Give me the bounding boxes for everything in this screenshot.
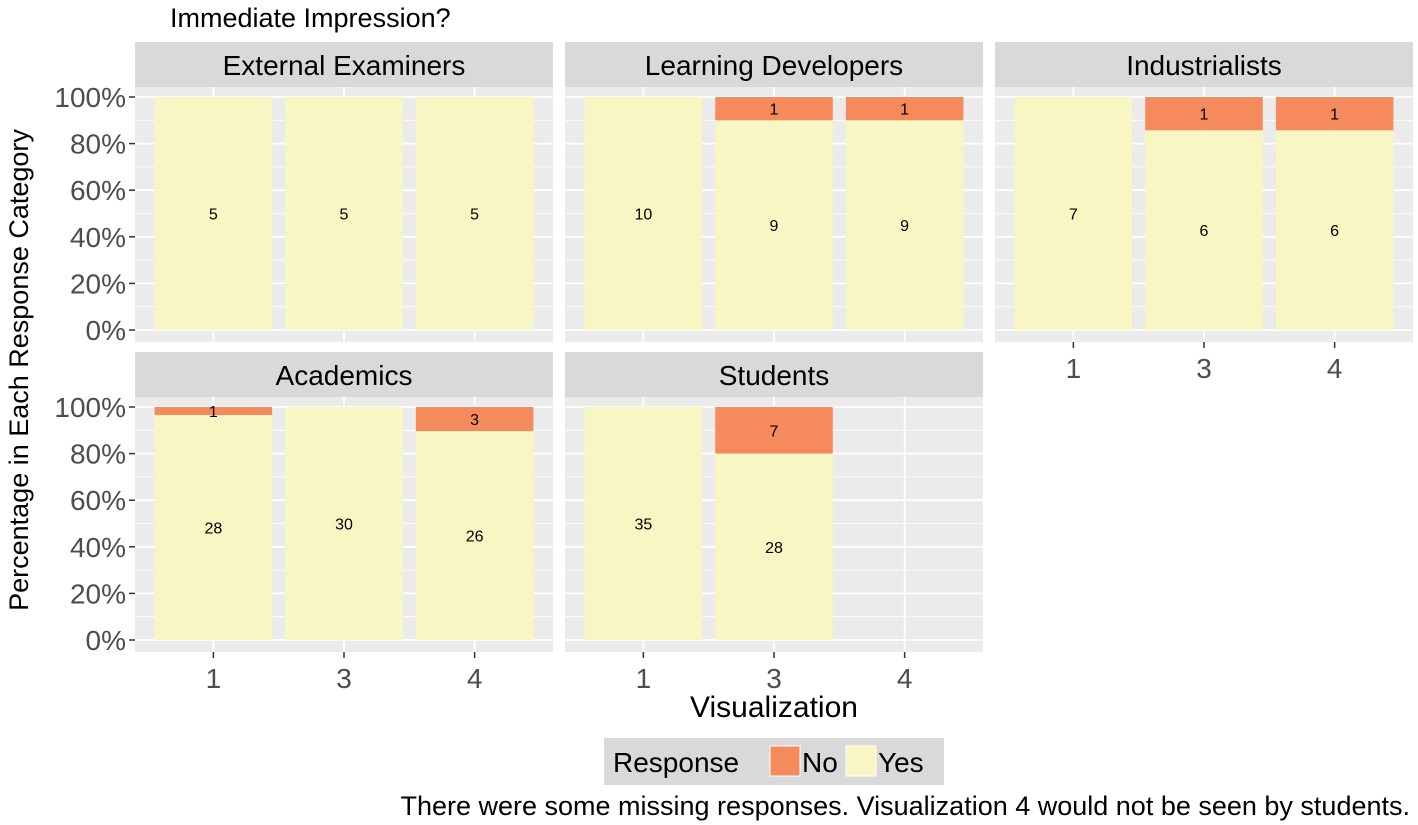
bar-label-yes: 10 bbox=[634, 207, 652, 224]
y-tick-label: 100% bbox=[54, 392, 126, 423]
strip-label: Academics bbox=[276, 360, 413, 391]
y-tick-label: 0% bbox=[86, 315, 126, 346]
y-tick-label: 0% bbox=[86, 625, 126, 656]
legend-title: Response bbox=[613, 747, 739, 778]
bar-label-no: 1 bbox=[770, 102, 779, 119]
bar-label-yes: 9 bbox=[900, 218, 909, 235]
y-tick-label: 20% bbox=[70, 268, 126, 299]
bar-yes bbox=[584, 97, 703, 330]
strip-label: Students bbox=[719, 360, 830, 391]
bar-no bbox=[1145, 97, 1263, 131]
x-tick-label: 4 bbox=[1327, 353, 1343, 384]
caption: There were some missing responses. Visua… bbox=[400, 791, 1410, 821]
bar-label-yes: 6 bbox=[1200, 223, 1209, 240]
y-tick-label: 80% bbox=[70, 129, 126, 160]
bar-label-yes: 28 bbox=[765, 540, 783, 557]
panel-learning-developers: Learning Developers 10 9 1 9 1 bbox=[565, 42, 983, 342]
bar-no bbox=[845, 97, 964, 121]
legend-label-yes: Yes bbox=[878, 747, 924, 778]
bar-yes bbox=[154, 97, 273, 330]
bar-label-no: 1 bbox=[1330, 107, 1339, 124]
strip bbox=[135, 352, 553, 397]
bar-yes bbox=[845, 120, 964, 330]
strip bbox=[565, 42, 983, 87]
legend-key-yes bbox=[845, 745, 877, 777]
bar-label-no: 1 bbox=[900, 102, 909, 119]
bar-label-yes: 5 bbox=[340, 207, 349, 224]
bar-label-yes: 5 bbox=[470, 207, 479, 224]
bar-yes bbox=[285, 407, 403, 640]
bar-no bbox=[715, 407, 833, 454]
bar-no bbox=[715, 97, 833, 121]
bar-label-yes: 30 bbox=[335, 517, 353, 534]
strip-label: Industrialists bbox=[1126, 50, 1282, 81]
strip bbox=[135, 42, 553, 87]
y-axis-label: Percentage in Each Response Category bbox=[4, 129, 34, 611]
y-tick-label: 40% bbox=[70, 222, 126, 253]
x-tick-label: 1 bbox=[206, 663, 222, 694]
bar-yes bbox=[1145, 130, 1263, 330]
bar-no bbox=[154, 407, 273, 416]
x-tick-label: 1 bbox=[636, 663, 652, 694]
strip-label: External Examiners bbox=[223, 50, 466, 81]
bar-label-yes: 28 bbox=[204, 521, 222, 538]
bar-yes bbox=[285, 97, 403, 330]
bar-label-no: 1 bbox=[209, 404, 218, 421]
y-tick-label: 40% bbox=[70, 532, 126, 563]
bar-label-no: 3 bbox=[470, 412, 479, 429]
panel-academics: Academics 0% 20% 40% 60% 80% 100% 28 1 30 26 3 1 3 4 bbox=[54, 352, 553, 694]
bar-yes bbox=[154, 415, 273, 640]
legend-label-no: No bbox=[802, 747, 838, 778]
x-tick-label: 4 bbox=[467, 663, 483, 694]
bar-yes bbox=[415, 431, 534, 640]
bar-label-yes: 9 bbox=[770, 218, 779, 235]
bar-label-yes: 35 bbox=[634, 517, 652, 534]
y-tick-label: 20% bbox=[70, 578, 126, 609]
strip bbox=[995, 42, 1413, 87]
legend-key-no bbox=[769, 745, 801, 777]
bar-yes bbox=[415, 97, 534, 330]
bar-yes bbox=[584, 407, 703, 640]
strip-label: Learning Developers bbox=[645, 50, 903, 81]
x-tick-label: 3 bbox=[1196, 353, 1212, 384]
legend: Response No Yes bbox=[604, 738, 944, 785]
bar-yes bbox=[1275, 130, 1394, 330]
y-tick-label: 60% bbox=[70, 485, 126, 516]
bar-yes bbox=[1014, 97, 1133, 330]
panel-external-examiners: External Examiners 0% 20% 40% 60% 80% 100% 5 5 5 bbox=[54, 42, 553, 346]
panel-students: Students 35 28 7 1 3 4 bbox=[565, 352, 983, 694]
bar-label-yes: 26 bbox=[466, 529, 484, 546]
x-tick-label: 3 bbox=[336, 663, 352, 694]
y-tick-label: 80% bbox=[70, 439, 126, 470]
strip bbox=[565, 352, 983, 397]
x-tick-label: 1 bbox=[1066, 353, 1082, 384]
chart-title: Immediate Impression? bbox=[170, 3, 451, 33]
bar-yes bbox=[715, 453, 833, 640]
bar-label-yes: 5 bbox=[209, 207, 218, 224]
bar-label-no: 7 bbox=[770, 423, 779, 440]
x-tick-label: 3 bbox=[766, 663, 782, 694]
bar-label-no: 1 bbox=[1200, 107, 1209, 124]
bar-label-yes: 7 bbox=[1069, 207, 1078, 224]
y-tick-label: 100% bbox=[54, 82, 126, 113]
bar-no bbox=[415, 407, 534, 432]
y-tick-label: 60% bbox=[70, 175, 126, 206]
x-axis-label: Visualization bbox=[690, 691, 858, 724]
x-tick-label: 4 bbox=[897, 663, 913, 694]
bar-no bbox=[1275, 97, 1394, 131]
bar-yes bbox=[715, 120, 833, 330]
bar-label-yes: 6 bbox=[1330, 223, 1339, 240]
